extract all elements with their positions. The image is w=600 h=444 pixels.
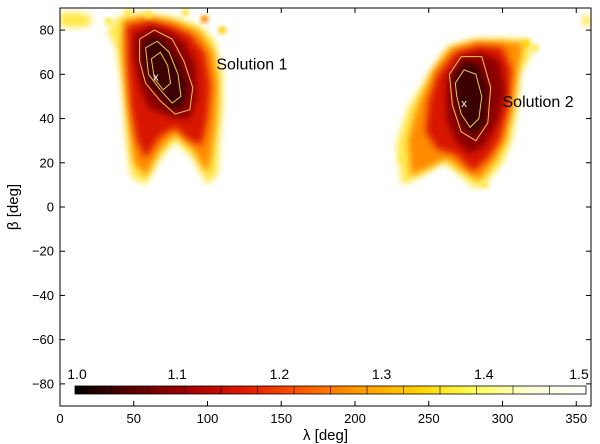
x-tick-label: 0 [56, 411, 63, 426]
corner-level-right [582, 14, 591, 26]
x-axis-label: λ [deg] [303, 427, 348, 444]
x-tick-label: 300 [492, 411, 514, 426]
y-tick-label: −80 [32, 376, 54, 391]
x-tick-label: 200 [344, 411, 366, 426]
y-tick-label: 40 [40, 111, 54, 126]
heat-speckle [480, 180, 489, 189]
y-tick-label: 20 [40, 155, 54, 170]
y-tick-label: −40 [32, 288, 54, 303]
contour-line [150, 51, 172, 91]
heat-speckle [522, 39, 531, 48]
y-tick-label: 60 [40, 67, 54, 82]
contour-line [454, 69, 483, 129]
heat-speckle [200, 15, 209, 24]
heat-speckle [181, 8, 190, 17]
y-tick-label: −20 [32, 244, 54, 259]
y-tick-label: 80 [40, 23, 54, 38]
solution-label: Solution 2 [503, 94, 574, 111]
best-fit-marker: x [461, 98, 467, 110]
y-tick-label: −60 [32, 332, 54, 347]
y-tick-label: 0 [47, 200, 54, 215]
heat-speckle [530, 43, 539, 52]
heat-speckle [104, 17, 113, 26]
x-tick-label: 150 [270, 411, 292, 426]
heat-speckle [218, 26, 227, 35]
x-tick-label: 250 [418, 411, 440, 426]
x-tick-label: 350 [565, 411, 587, 426]
x-tick-label: 100 [197, 411, 219, 426]
x-tick-label: 50 [127, 411, 141, 426]
contour-line [145, 40, 182, 104]
colorbar-tick-label: 1.0 [67, 366, 87, 382]
y-axis-label: β [deg] [5, 184, 22, 230]
corner-level-left [60, 12, 93, 28]
heat-speckle [144, 10, 153, 19]
best-fit-marker: x [153, 72, 159, 84]
colorbar-tick-label: 1.1 [167, 366, 187, 382]
colorbar-tick-label: 1.3 [372, 366, 392, 382]
heat-speckle [123, 8, 132, 17]
colorbar-tick-label: 1.2 [270, 366, 290, 382]
solution-label: Solution 1 [216, 56, 287, 73]
colorbar-tick-label: 1.5 [569, 366, 589, 382]
solution-1-level-core [142, 34, 187, 110]
heatmap-layer [60, 8, 591, 190]
colorbar-tick-label: 1.4 [474, 366, 494, 382]
contour-line [448, 56, 492, 142]
heat-speckle [398, 154, 407, 163]
contour-line [139, 29, 194, 115]
